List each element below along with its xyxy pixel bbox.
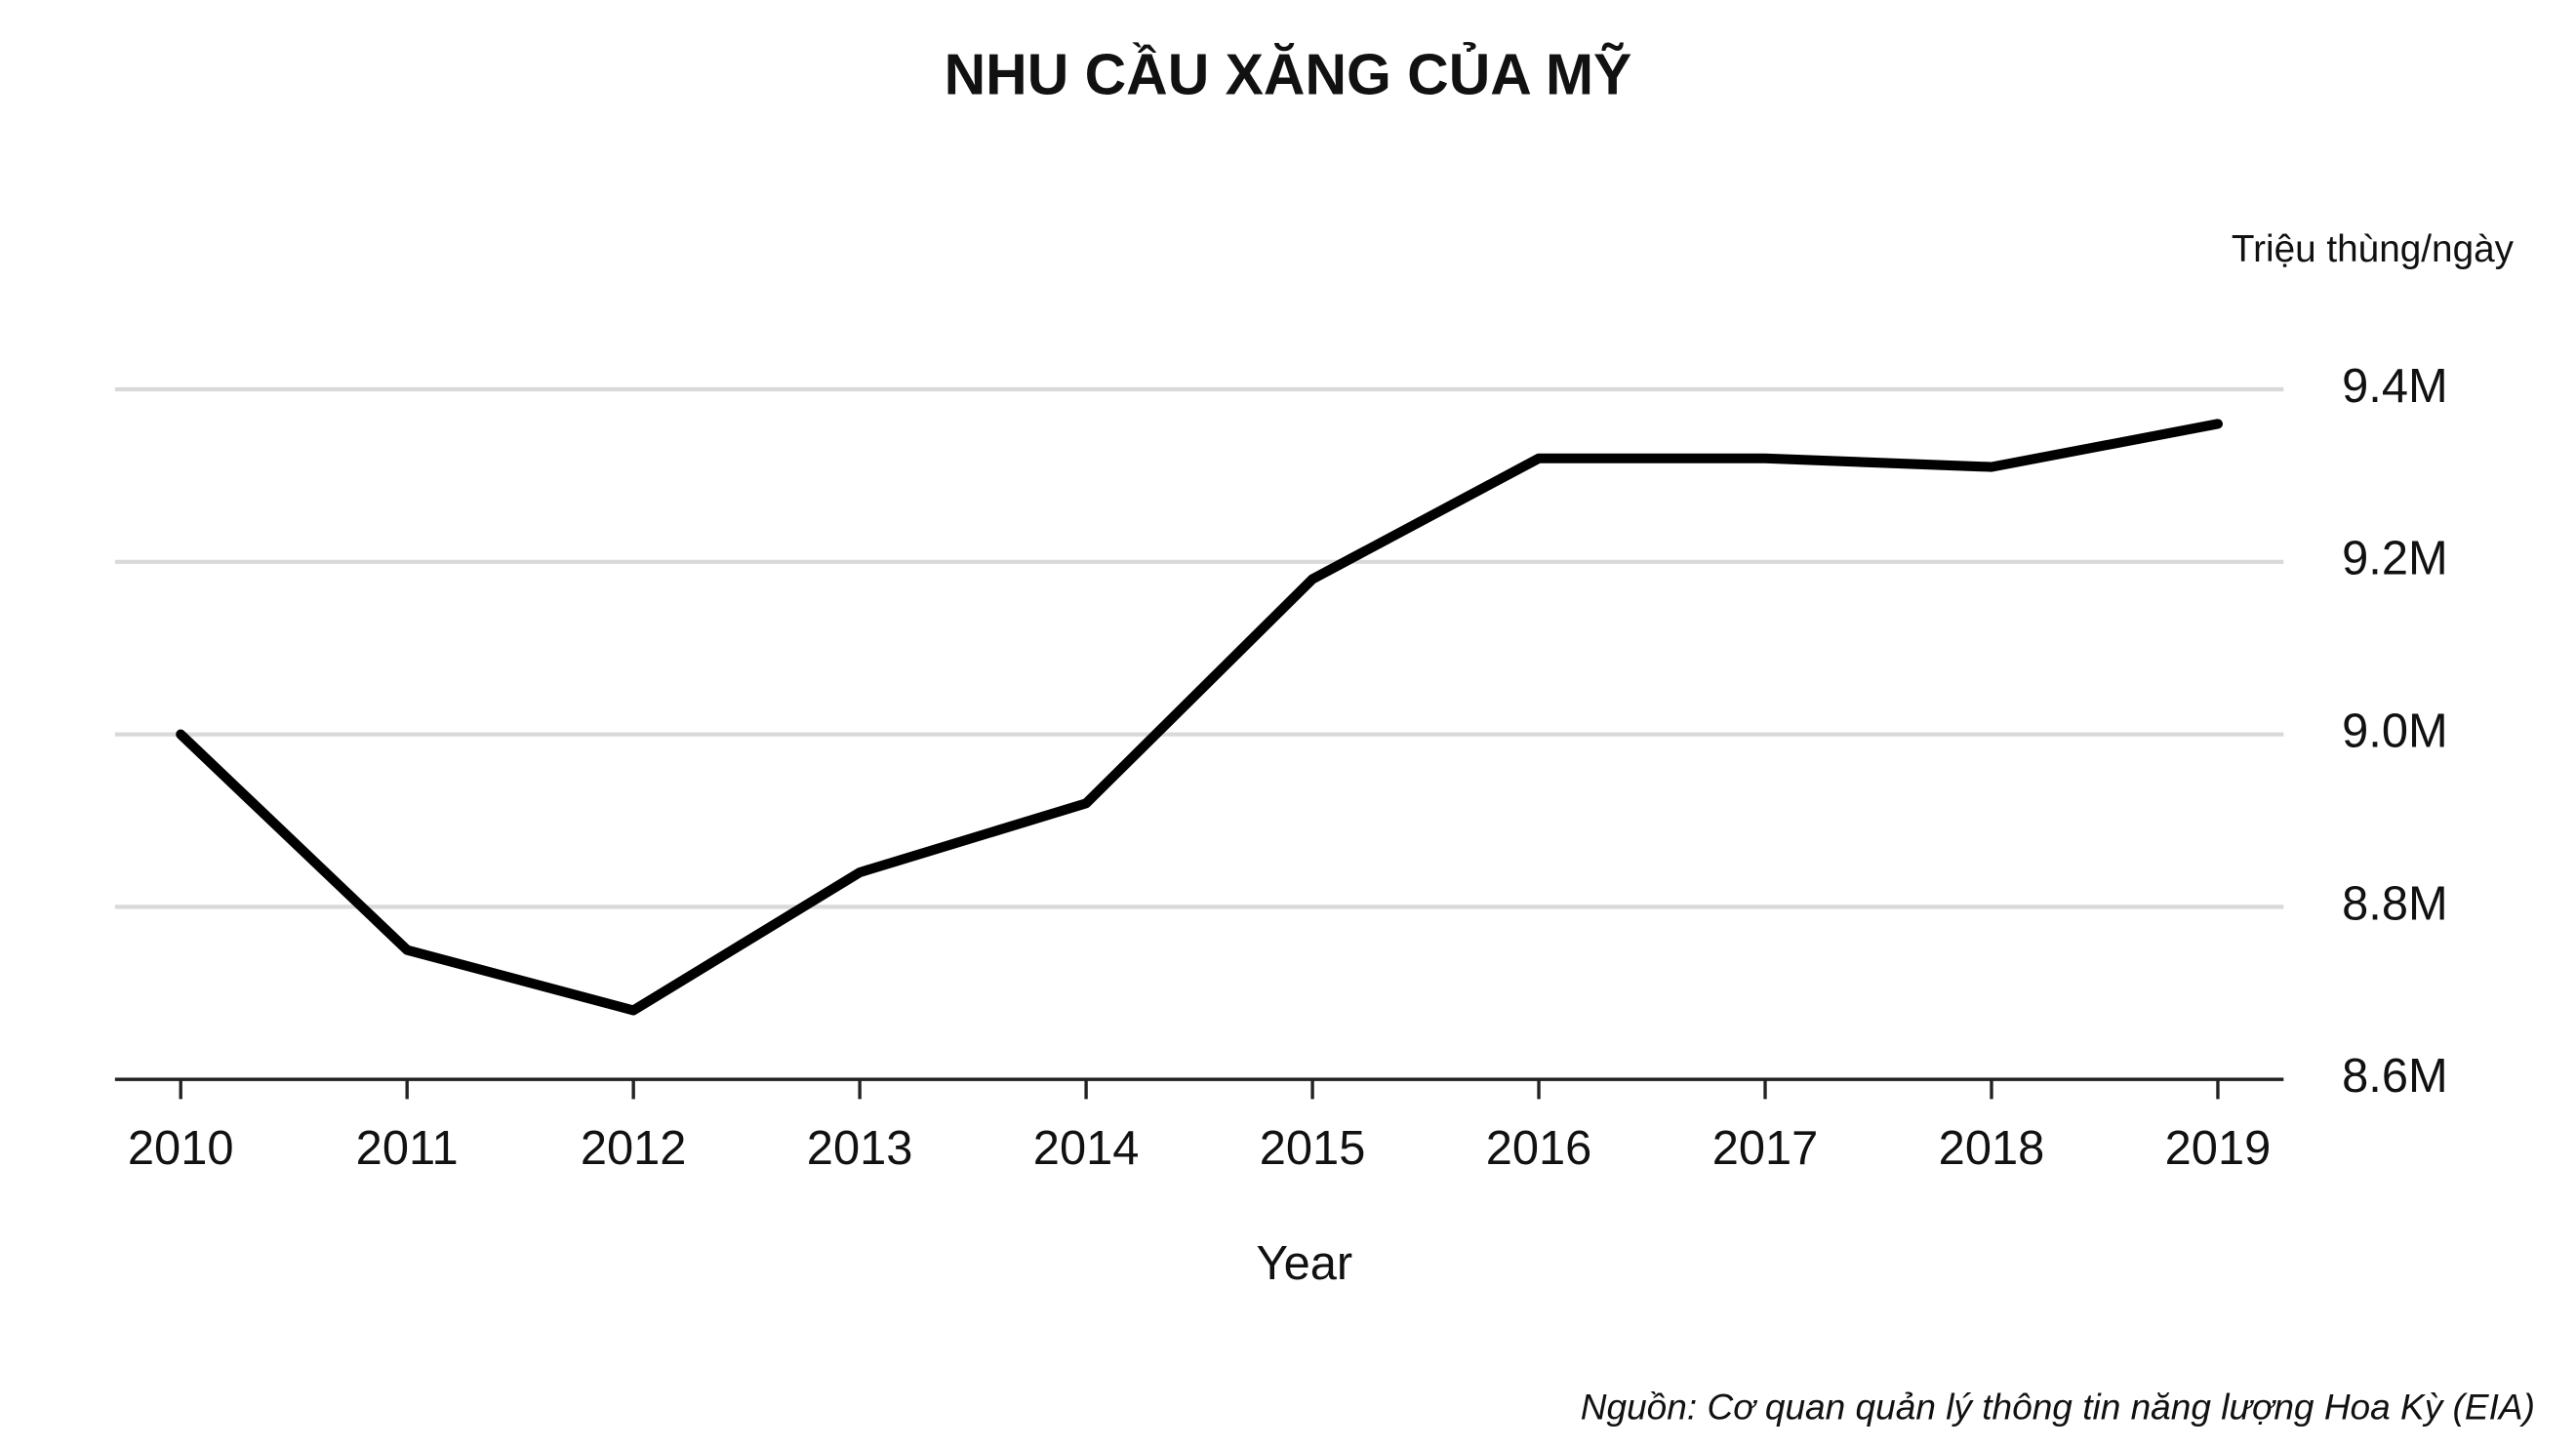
chart-title: NHU CẦU XĂNG CỦA MỸ <box>945 41 1632 106</box>
y-tick-label: 8.8M <box>2342 877 2448 930</box>
x-tick-label: 2015 <box>1260 1122 1366 1175</box>
x-tick-label: 2011 <box>356 1122 459 1175</box>
y-tick-label: 9.0M <box>2342 704 2448 757</box>
x-tick-label: 2018 <box>1939 1122 2045 1175</box>
x-tick-label: 2014 <box>1033 1122 1140 1175</box>
y-axis-label: Triệu thùng/ngày <box>2232 228 2515 270</box>
data-line <box>176 419 2224 1016</box>
y-tick-label: 9.4M <box>2342 360 2448 413</box>
y-tick-label: 9.2M <box>2342 533 2448 585</box>
x-tick-label: 2017 <box>1712 1122 1819 1175</box>
x-tick-label: 2010 <box>128 1122 234 1175</box>
x-axis-label: Year <box>1257 1237 1353 1290</box>
x-tick-label: 2013 <box>807 1122 913 1175</box>
x-tick-label: 2016 <box>1486 1122 1592 1175</box>
x-tick-label: 2012 <box>581 1122 687 1175</box>
source-note: Nguồn: Cơ quan quản lý thông tin năng lư… <box>1581 1386 2535 1427</box>
y-tick-label: 8.6M <box>2342 1050 2448 1103</box>
x-tick-label: 2019 <box>2165 1122 2272 1175</box>
